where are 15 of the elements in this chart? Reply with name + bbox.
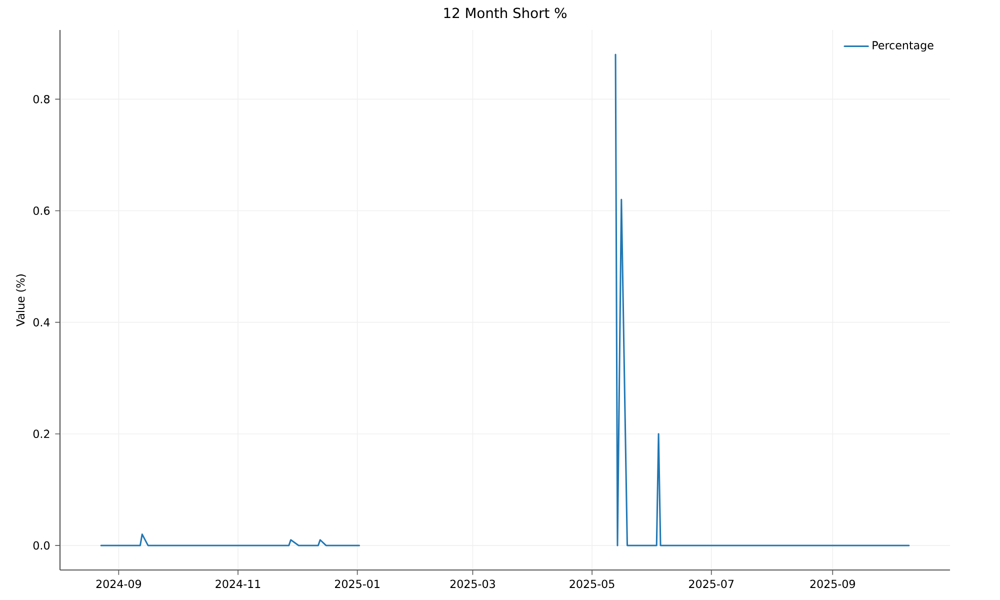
y-tick-label: 0.2 <box>33 430 50 438</box>
x-tick-label: 2025-01 <box>335 580 380 588</box>
x-tick-label: 2025-07 <box>689 580 734 588</box>
y-tick-label: 0.4 <box>33 318 50 326</box>
y-axis-title: Value (%) <box>16 274 26 326</box>
legend-label: Percentage <box>872 41 934 52</box>
x-tick-label: 2025-09 <box>810 580 855 588</box>
y-tick-label: 0.0 <box>33 541 50 550</box>
y-tick-label: 0.8 <box>33 94 50 104</box>
x-tick-label: 2024-11 <box>216 580 260 588</box>
x-tick-label: 2025-03 <box>450 580 495 588</box>
chart-title: 12 Month Short % <box>444 7 566 18</box>
x-tick-label: 2024-09 <box>96 580 142 588</box>
y-tick-label: 0.6 <box>33 206 50 215</box>
x-tick-label: 2025-05 <box>570 580 614 588</box>
